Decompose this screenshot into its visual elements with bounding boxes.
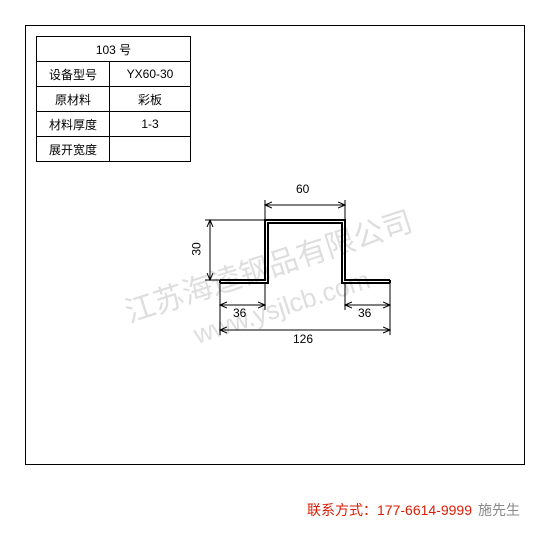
dim-flange-left: 36: [233, 306, 246, 320]
spec-label: 展开宽度: [37, 137, 110, 162]
table-row: 材料厚度 1-3: [37, 112, 191, 137]
contact-label: 联系方式：: [307, 502, 377, 518]
spec-table: 103 号 设备型号 YX60-30 原材料 彩板 材料厚度 1-3 展开宽度: [36, 36, 191, 162]
profile-diagram: 60 30 36 36 126: [170, 170, 430, 360]
contact-name: 施先生: [478, 502, 520, 518]
spec-value: YX60-30: [110, 62, 191, 87]
table-row: 展开宽度: [37, 137, 191, 162]
spec-value: 彩板: [110, 87, 191, 112]
table-row: 设备型号 YX60-30: [37, 62, 191, 87]
spec-label: 原材料: [37, 87, 110, 112]
contact-phone: 177-6614-9999: [377, 502, 472, 518]
dim-flange-right: 36: [358, 306, 371, 320]
dim-height: 30: [190, 242, 204, 255]
spec-value: 1-3: [110, 112, 191, 137]
spec-header: 103 号: [37, 37, 191, 62]
contact-line: 联系方式：177-6614-9999 施先生: [307, 500, 520, 520]
spec-value: [110, 137, 191, 162]
spec-label: 材料厚度: [37, 112, 110, 137]
table-row: 原材料 彩板: [37, 87, 191, 112]
spec-label: 设备型号: [37, 62, 110, 87]
dim-overall: 126: [293, 332, 313, 346]
dim-top-width: 60: [296, 182, 309, 196]
